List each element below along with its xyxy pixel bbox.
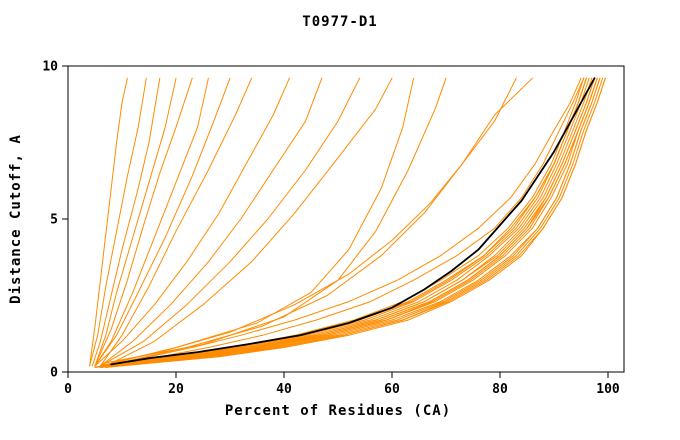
model-curve (94, 77, 290, 367)
x-tick-label: 100 (596, 382, 620, 397)
model-curve (91, 77, 161, 367)
model-curve (99, 77, 361, 367)
model-curve (94, 77, 585, 368)
y-tick-label: 10 (42, 60, 58, 75)
model-curve (99, 77, 323, 367)
model-curve (94, 77, 177, 367)
x-tick-label: 40 (276, 382, 292, 397)
model-curve (99, 77, 598, 368)
model-curve (89, 77, 147, 367)
model-curve (105, 77, 533, 367)
model-curve (99, 77, 601, 368)
model-curve (105, 77, 393, 367)
model-curve (94, 77, 595, 368)
chart-title: T0977-D1 (302, 14, 378, 30)
y-tick-label: 0 (50, 366, 58, 381)
x-tick-label: 0 (64, 382, 72, 397)
model-curve (94, 77, 582, 368)
x-tick-label: 80 (492, 382, 508, 397)
reference-curve (110, 77, 596, 366)
model-curve (89, 77, 128, 367)
y-tick-label: 5 (50, 213, 58, 228)
x-tick-label: 20 (168, 382, 184, 397)
model-curve (94, 77, 209, 367)
model-curve (94, 77, 231, 367)
x-tick-label: 60 (384, 382, 400, 397)
model-curve (99, 77, 517, 367)
model-curve (105, 77, 606, 368)
model-curve (105, 77, 447, 364)
model-curve (99, 77, 253, 367)
model-curve (94, 77, 193, 367)
model-curve (94, 77, 585, 368)
model-curve (94, 77, 587, 368)
y-axis-label: Distance Cutoff, A (8, 134, 24, 304)
x-axis-label: Percent of Residues (CA) (224, 403, 452, 419)
